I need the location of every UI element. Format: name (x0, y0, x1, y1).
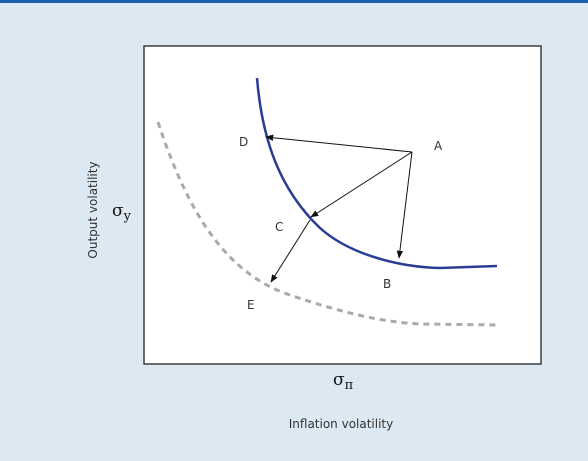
dashed-frontier (156, 121, 501, 327)
taylor-curve (255, 77, 498, 270)
symbol-base: σ (333, 370, 345, 390)
point-label: A (434, 139, 443, 153)
plot-frame (143, 45, 542, 365)
arrow-a-c (310, 151, 413, 218)
point-label: D (239, 135, 248, 149)
top-rule (0, 0, 588, 3)
x-axis-symbol: σπ (333, 370, 354, 393)
y-axis-symbol: σy (112, 201, 132, 224)
point-label: E (247, 298, 255, 312)
arrow-a-d (265, 134, 413, 153)
x-axis-label: Inflation volatility (289, 417, 394, 431)
arrow-c-e (270, 219, 311, 283)
point-label: B (383, 277, 391, 291)
symbol-base: σ (112, 201, 124, 221)
y-axis-label: Output volatility (86, 161, 100, 258)
symbol-sub: π (345, 378, 354, 393)
arrow-a-b (396, 151, 413, 259)
symbol-sub: y (123, 209, 132, 224)
point-label: C (275, 220, 283, 234)
